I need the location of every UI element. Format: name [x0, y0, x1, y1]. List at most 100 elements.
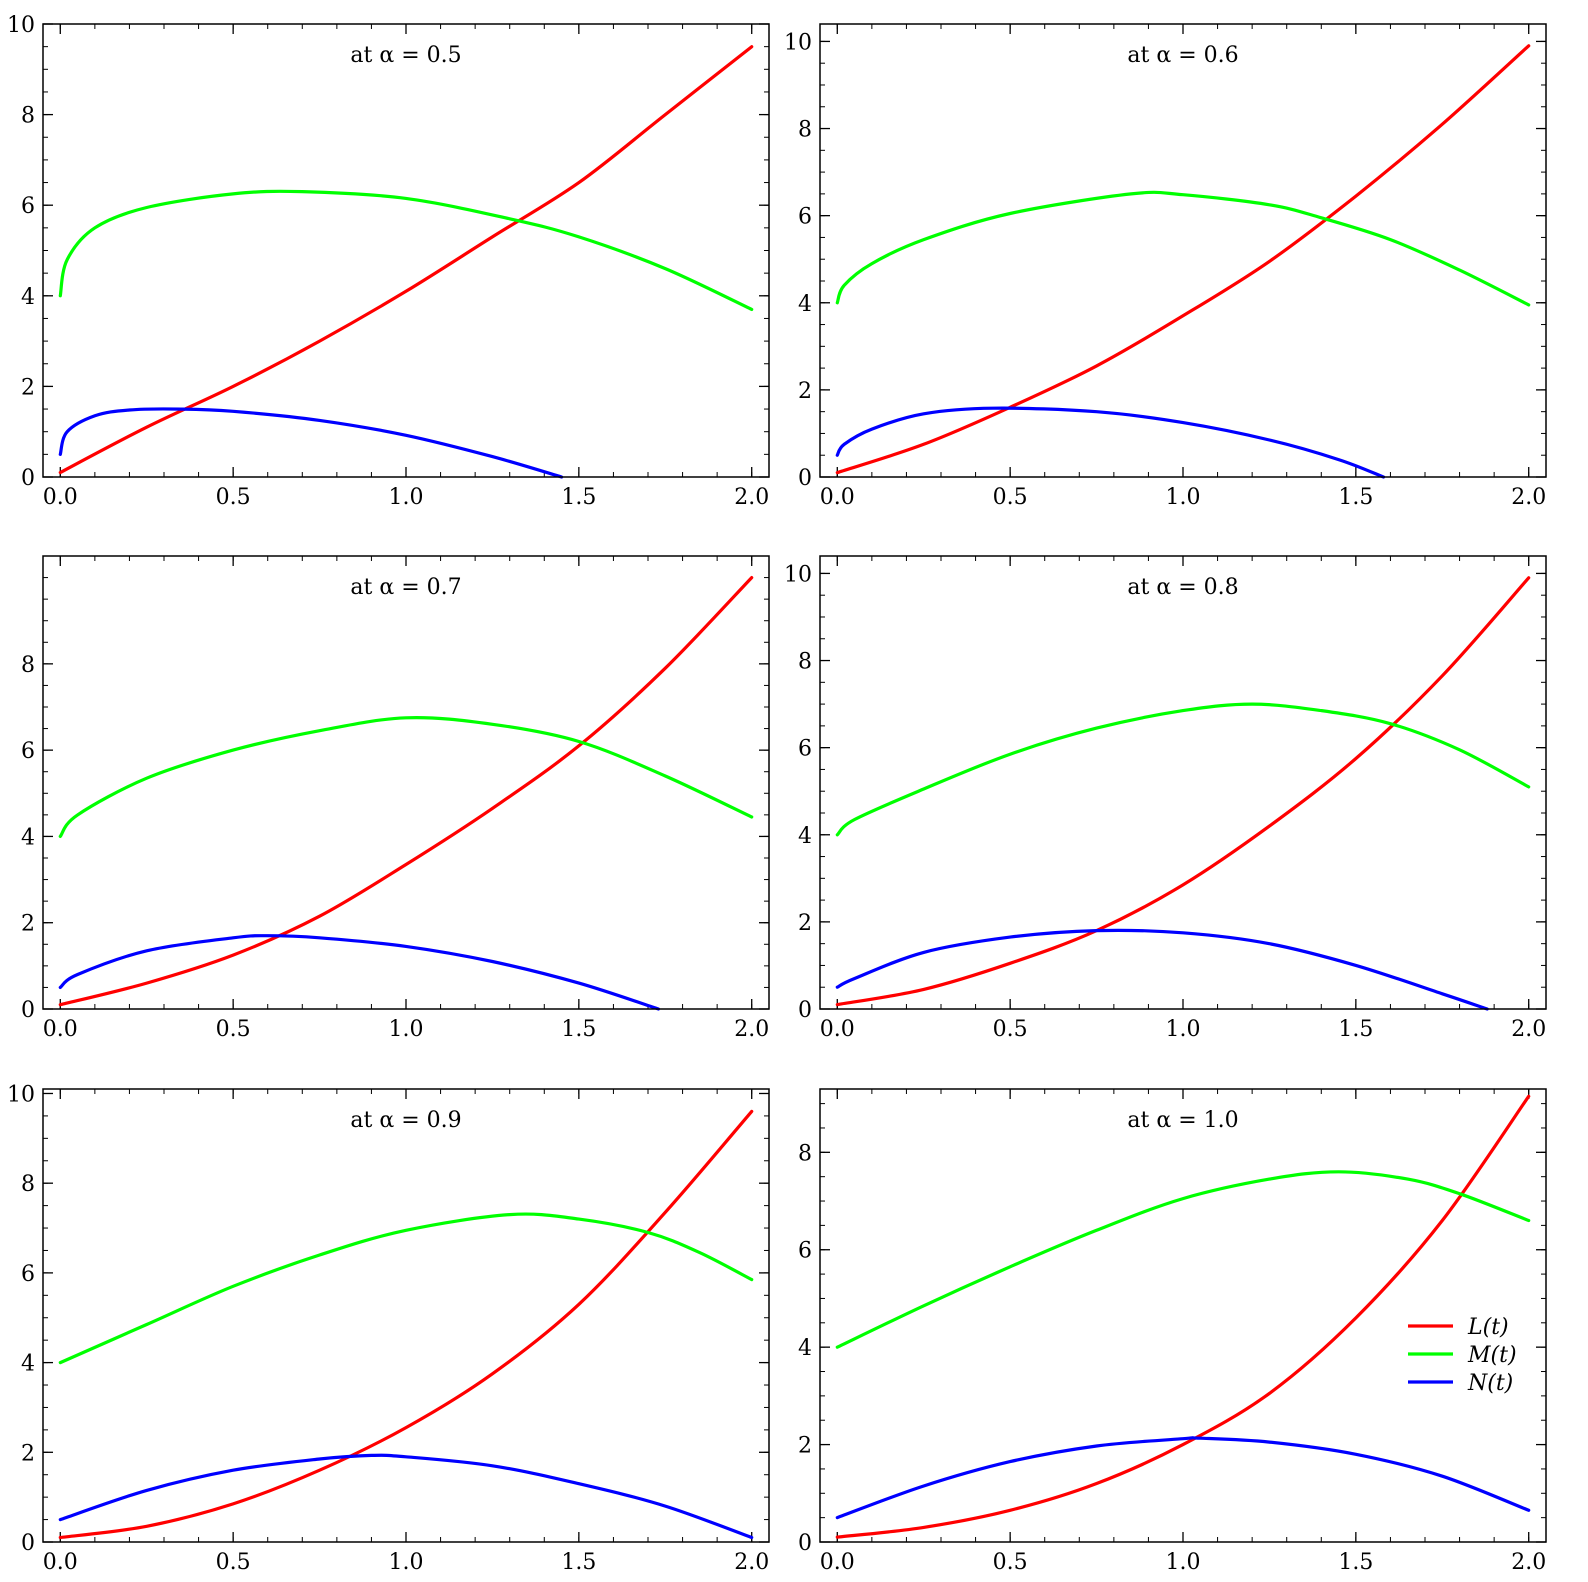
y-tick-label: 2	[21, 1441, 35, 1466]
y-tick-label: 6	[798, 205, 812, 230]
series-line-M(t)	[58, 189, 754, 311]
panel-6: 0.0 0.5 1.0 1.5 2.0 0 2 4 6 8 at α = 1.0	[798, 1088, 1547, 1575]
y-tick-label: 0	[798, 466, 812, 491]
plot-frame	[819, 1088, 1547, 1543]
series-line-M(t)	[835, 702, 1531, 837]
y-tick-label: 0	[21, 1531, 35, 1556]
y-tick-label: 8	[798, 1141, 812, 1166]
y-tick-label: 4	[798, 1336, 812, 1361]
series-line-M(t)	[835, 190, 1531, 307]
x-tick-label: 1.5	[1338, 1017, 1373, 1042]
y-tick-label: 4	[798, 824, 812, 849]
panel-5: 0.0 0.5 1.0 1.5 2.0 0 2 4 6 8 10 at α = 0.9	[7, 1082, 770, 1575]
x-tick-label: 1.5	[1338, 485, 1373, 510]
x-tick-label: 0.5	[216, 1017, 251, 1042]
y-tick-label: 8	[21, 653, 35, 678]
panel-title: at α = 0.5	[350, 43, 461, 68]
x-tick-label: 2.0	[1511, 485, 1546, 510]
series-line-M(t)	[58, 1212, 754, 1365]
series-line-L(t)	[835, 1094, 1531, 1539]
series-line-L(t)	[58, 1109, 754, 1540]
plot-frame	[42, 1088, 770, 1543]
legend: L(t) M(t) N(t)	[1408, 1315, 1517, 1396]
y-tick-label: 2	[21, 912, 35, 937]
panel-title: at α = 0.7	[350, 575, 461, 600]
y-tick-label: 6	[798, 1239, 812, 1264]
legend-label: N(t)	[1467, 1371, 1513, 1396]
x-tick-label: 2.0	[734, 485, 769, 510]
y-tick-label: 4	[21, 285, 35, 310]
panel-3: 0.0 0.5 1.0 1.5 2.0 0 2 4 6 8 at α = 0.7	[21, 555, 770, 1042]
x-tick-label: 2.0	[1511, 1017, 1546, 1042]
series-line-N(t)	[835, 928, 1489, 1011]
panel-1: 0.0 0.5 1.0 1.5 2.0 0 2 4 6 8 10 at α = 0.5	[7, 13, 770, 510]
y-tick-label: 0	[798, 998, 812, 1023]
y-tick-label: 10	[784, 30, 812, 55]
y-tick-label: 8	[21, 1172, 35, 1197]
y-tick-label: 6	[21, 194, 35, 219]
panel-title: at α = 0.9	[350, 1108, 461, 1133]
y-tick-label: 2	[21, 375, 35, 400]
x-tick-label: 1.0	[1166, 1550, 1201, 1575]
series-line-L(t)	[835, 576, 1531, 1007]
x-tick-label: 2.0	[734, 1017, 769, 1042]
y-tick-label: 6	[21, 1262, 35, 1287]
series-line-M(t)	[58, 716, 754, 838]
panel-2: 0.0 0.5 1.0 1.5 2.0 0 2 4 6 8 10 at α = 0.6	[784, 23, 1547, 510]
y-tick-label: 0	[21, 466, 35, 491]
x-tick-label: 1.0	[1166, 485, 1201, 510]
x-tick-label: 1.5	[561, 485, 596, 510]
x-tick-label: 0.5	[216, 485, 251, 510]
series-line-N(t)	[835, 406, 1386, 479]
series-line-N(t)	[835, 1436, 1531, 1520]
legend-label: M(t)	[1467, 1343, 1517, 1368]
y-tick-label: 10	[7, 1082, 35, 1107]
x-tick-label: 2.0	[1511, 1550, 1546, 1575]
legend-label: L(t)	[1467, 1315, 1509, 1340]
x-tick-label: 1.0	[389, 1550, 424, 1575]
panel-title: at α = 0.6	[1127, 43, 1238, 68]
x-tick-label: 0.0	[820, 1017, 855, 1042]
y-tick-label: 6	[21, 739, 35, 764]
panel-4: 0.0 0.5 1.0 1.5 2.0 0 2 4 6 8 10 at α = 0.8	[784, 555, 1547, 1042]
x-tick-label: 1.0	[1166, 1017, 1201, 1042]
panel-title: at α = 1.0	[1127, 1108, 1238, 1133]
x-tick-label: 1.5	[1338, 1550, 1373, 1575]
y-tick-label: 4	[798, 292, 812, 317]
plot-frame	[819, 555, 1547, 1010]
y-tick-label: 6	[798, 737, 812, 762]
panel-title: at α = 0.8	[1127, 575, 1238, 600]
y-tick-label: 8	[21, 104, 35, 129]
y-tick-label: 0	[798, 1531, 812, 1556]
y-tick-label: 10	[7, 13, 35, 38]
x-tick-label: 0.5	[993, 485, 1028, 510]
series-line-L(t)	[58, 576, 754, 1007]
y-tick-label: 4	[21, 825, 35, 850]
y-tick-label: 2	[798, 1434, 812, 1459]
series-line-N(t)	[58, 934, 660, 1011]
x-tick-label: 1.5	[561, 1550, 596, 1575]
x-tick-label: 0.5	[993, 1017, 1028, 1042]
x-tick-label: 1.0	[389, 1017, 424, 1042]
plot-frame	[819, 23, 1547, 478]
y-tick-label: 0	[21, 998, 35, 1023]
x-tick-label: 1.5	[561, 1017, 596, 1042]
y-tick-label: 8	[798, 650, 812, 675]
x-tick-label: 0.0	[820, 1550, 855, 1575]
plot-frame	[42, 555, 770, 1010]
series-line-N(t)	[58, 407, 564, 479]
series-line-N(t)	[58, 1453, 754, 1540]
series-line-M(t)	[835, 1170, 1531, 1349]
x-tick-label: 0.0	[43, 1017, 78, 1042]
x-tick-label: 0.0	[820, 485, 855, 510]
y-tick-label: 10	[784, 562, 812, 587]
y-tick-label: 8	[798, 118, 812, 143]
x-tick-label: 0.0	[43, 485, 78, 510]
series-line-L(t)	[835, 44, 1531, 475]
plot-frame	[42, 23, 770, 478]
x-tick-label: 0.5	[216, 1550, 251, 1575]
x-tick-label: 0.0	[43, 1550, 78, 1575]
x-tick-label: 1.0	[389, 485, 424, 510]
x-tick-label: 0.5	[993, 1550, 1028, 1575]
